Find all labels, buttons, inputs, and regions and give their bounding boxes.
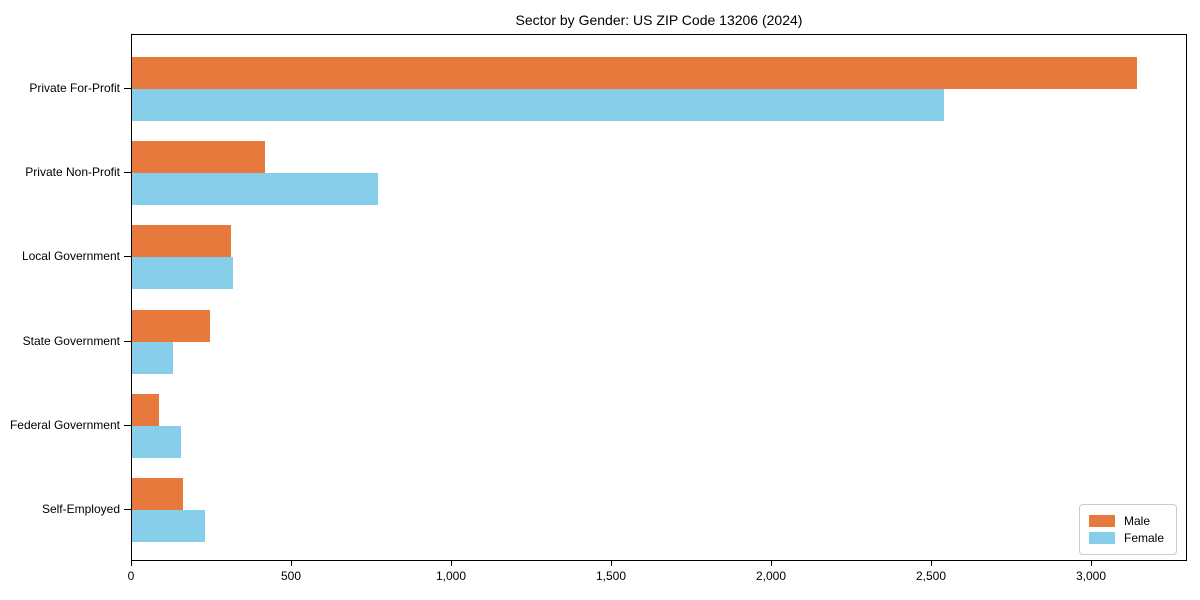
y-tick-label-federal-government: Federal Government [9,417,120,432]
bar-male-private-non-profit [132,141,265,174]
legend: Male Female [1078,504,1177,555]
x-tick-label-1500: 1,500 [595,569,627,583]
bar-female-self-employed [132,510,205,542]
bar-female-state-government [132,341,173,374]
x-tick-label-500: 500 [280,569,302,583]
female-swatch-icon [1088,532,1115,544]
y-tick-mark [124,88,131,89]
x-tick-label-3000: 3,000 [1075,569,1107,583]
y-tick-mark [124,509,131,510]
y-tick-label-private-for-profit: Private For-Profit [29,81,120,95]
x-tick-mark [131,561,132,566]
y-tick-mark [124,256,131,258]
bar-male-private-for-profit [132,57,1138,89]
x-tick-mark [931,561,932,566]
bar-female-private-for-profit [132,89,944,121]
y-tick-mark [124,424,131,426]
x-tick-label-2000: 2,000 [755,569,787,583]
bar-male-state-government [132,309,210,342]
x-tick-label-1000: 1,000 [435,569,467,583]
x-tick-label-0: 0 [127,569,135,583]
y-tick-label-state-government: State Government [22,333,120,348]
bar-female-private-non-profit [132,173,378,206]
bar-male-federal-government [132,393,159,426]
x-tick-mark [611,561,612,566]
x-tick-label-2500: 2,500 [915,569,947,583]
y-tick-label-local-government: Local Government [21,249,120,264]
legend-entry-female: Female [1088,531,1164,545]
legend-label-female: Female [1123,531,1164,545]
chart-title: Sector by Gender: US ZIP Code 13206 (202… [515,12,803,28]
legend-entry-male: Male [1088,514,1164,528]
x-tick-mark [1091,561,1092,566]
legend-label-male: Male [1123,514,1150,528]
y-tick-label-self-employed: Self-Employed [41,502,120,516]
x-tick-mark [451,561,452,566]
y-tick-mark [124,340,131,342]
bar-female-federal-government [132,425,182,458]
bar-male-self-employed [132,478,183,510]
male-swatch-icon [1088,515,1115,527]
bar-female-local-government [132,257,233,290]
plot-area: Male Female [131,34,1187,561]
bar-male-local-government [132,225,232,258]
y-tick-mark [124,172,131,174]
x-tick-mark [771,561,772,566]
y-tick-label-private-non-profit: Private Non-Profit [25,165,120,180]
x-tick-mark [291,561,292,566]
